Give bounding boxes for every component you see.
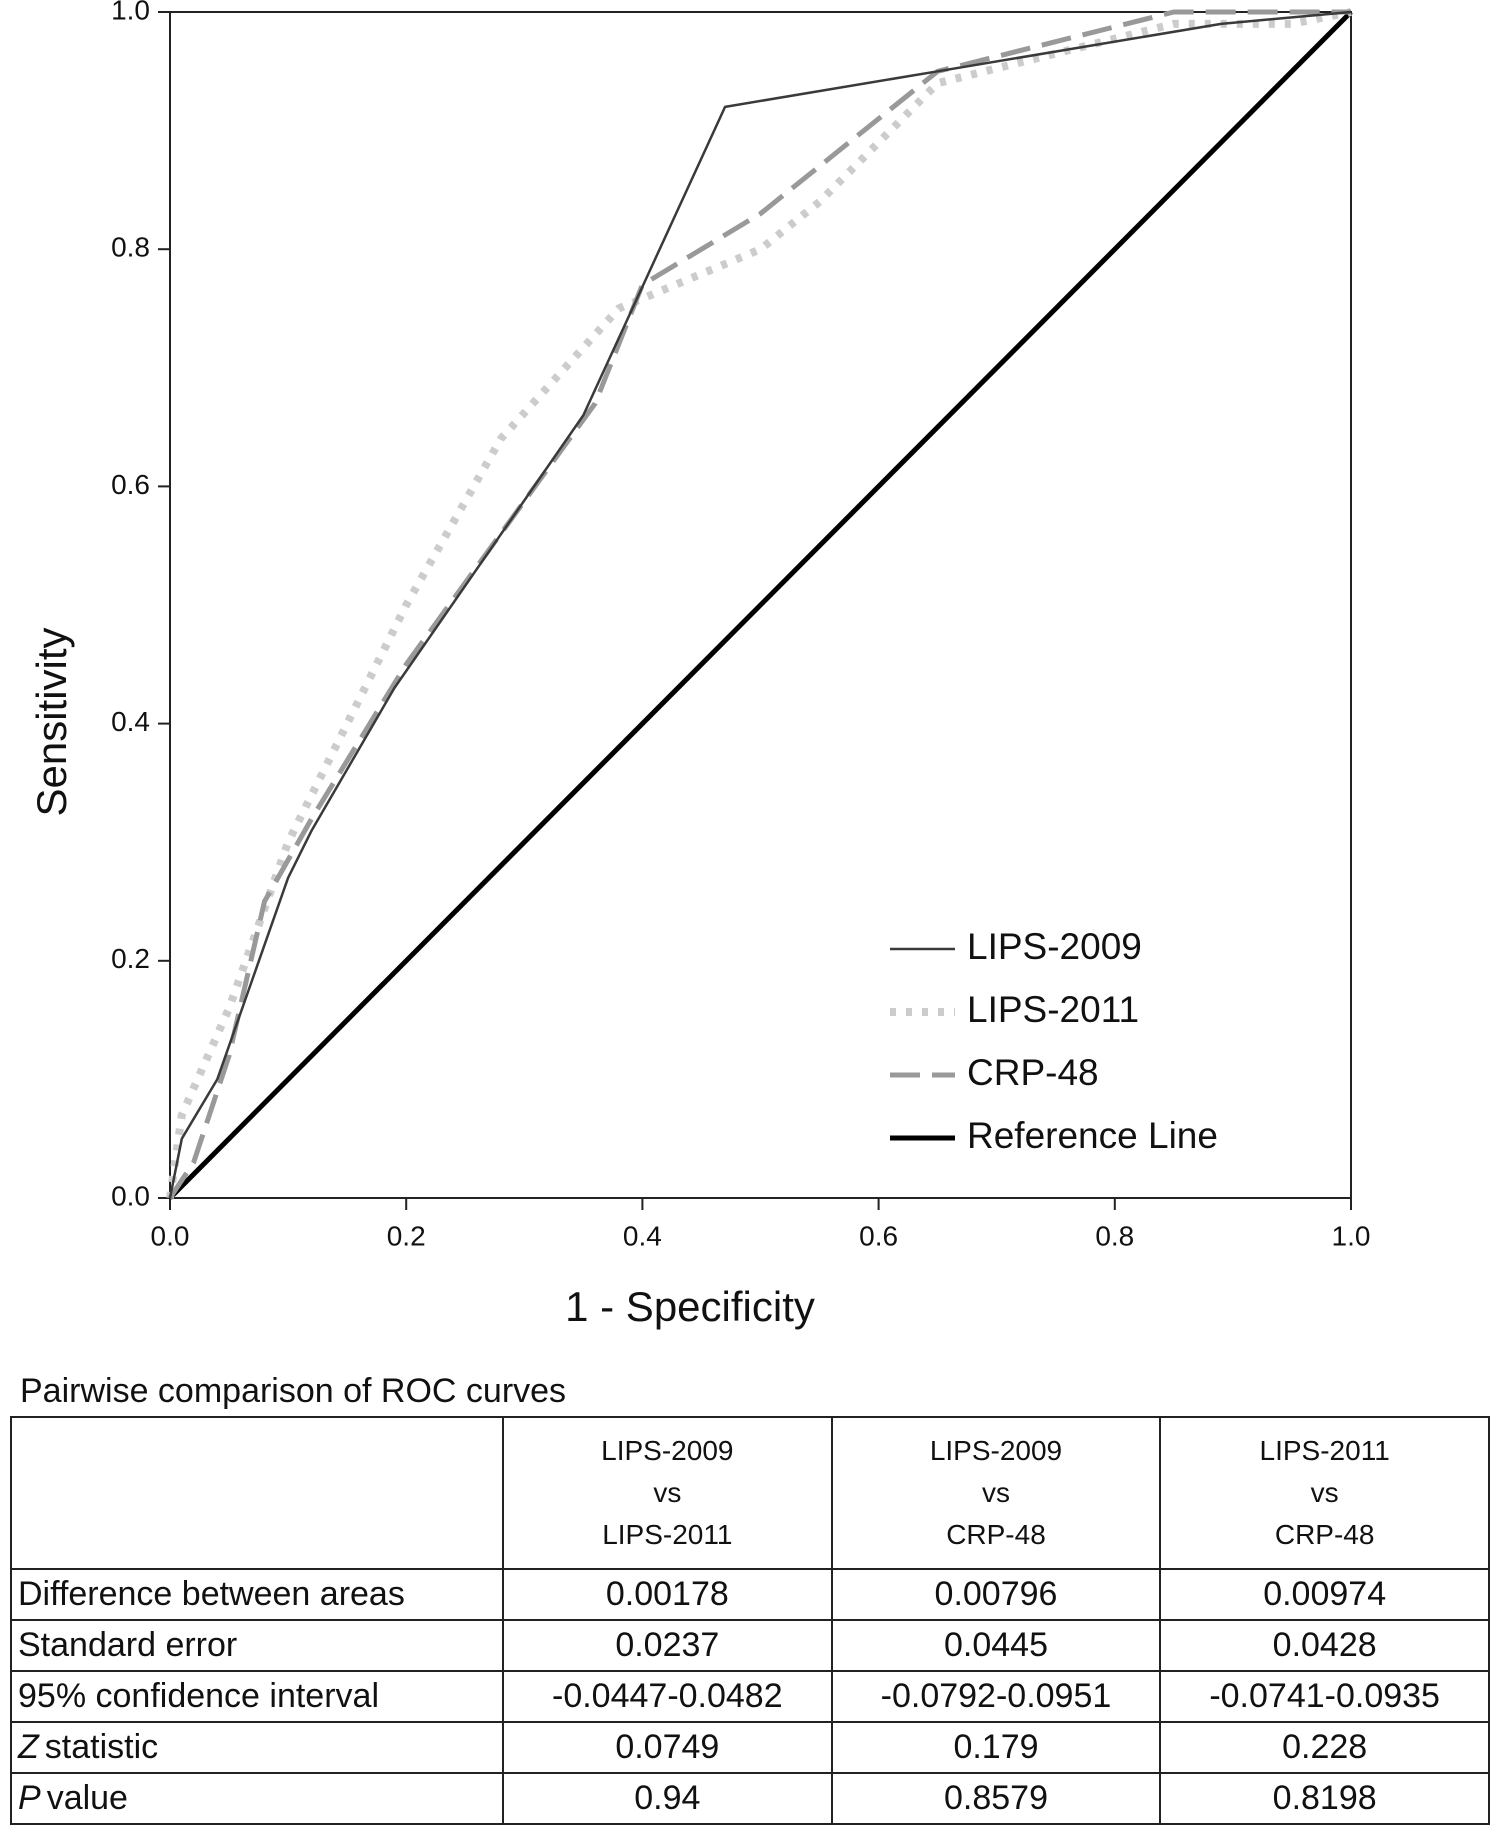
chart: 1 - Specificity Sensitivity 0.0 0.2 0.4 0.6… [28, 0, 1371, 1330]
roc-line [168, 10, 1353, 1200]
value-cell: 0.8198 [1159, 1772, 1490, 1825]
x-tick-label: 0.6 [859, 1220, 898, 1251]
plot-frame [169, 11, 1352, 1199]
x-tick-label: 1.0 [1332, 1220, 1371, 1251]
italic-symbol: P [18, 1779, 41, 1817]
y-tick-label: 0.4 [111, 706, 150, 737]
data-row: Difference between areas 0.00178 0.00796 0.… [10, 1568, 1490, 1621]
header-line: LIPS-2011 [1259, 1435, 1390, 1466]
value-cell: 0.0749 [502, 1721, 833, 1774]
roc-line [168, 10, 1352, 1199]
column-header: LIPS-2009 vs LIPS-2011 [502, 1416, 833, 1570]
y-axis-title: Sensitivity [28, 627, 75, 816]
data-row: Standard error 0.0237 0.0445 0.0428 [10, 1619, 1490, 1672]
y-tick-label: 1.0 [111, 0, 150, 25]
y-tick-label: 0.0 [111, 1180, 150, 1211]
y-tick-label: 0.6 [111, 469, 150, 500]
row-label-text: 95% confidence interval [18, 1677, 380, 1715]
value-cell: 0.94 [502, 1772, 833, 1825]
row-label-text: Difference between areas [18, 1575, 405, 1613]
roc-line [167, 9, 1351, 1200]
header-line: vs [981, 1477, 1010, 1508]
header-line: LIPS-2009 [601, 1435, 734, 1466]
legend-label: LIPS-2009 [967, 926, 1142, 967]
value-cell: -0.0741-0.0935 [1159, 1670, 1490, 1723]
row-label-text: Standard error [18, 1626, 238, 1664]
value-cell: 0.179 [830, 1721, 1162, 1774]
value-cell: 0.00796 [830, 1568, 1162, 1621]
x-tick-label: 0.2 [387, 1220, 426, 1251]
row-label: 95% confidence interval [10, 1670, 504, 1723]
legend-label: CRP-48 [967, 1052, 1099, 1093]
value-cell: -0.0447-0.0482 [502, 1670, 833, 1723]
header-line: CRP-48 [946, 1519, 1046, 1550]
x-tick-label: 0.0 [151, 1220, 190, 1251]
value-cell: 0.00974 [1159, 1568, 1490, 1621]
column-header: LIPS-2009 vs CRP-48 [830, 1416, 1162, 1570]
row-label-text: statistic [44, 1728, 159, 1766]
header-row: LIPS-2009 vs LIPS-2011 LIPS-2009 vs CRP-48 LIP… [10, 1416, 1490, 1570]
value-cell: 0.0445 [830, 1619, 1162, 1672]
italic-symbol: Z [18, 1728, 39, 1766]
data-row: 95% confidence interval -0.0447-0.0482 -0.… [10, 1670, 1490, 1723]
column-header: LIPS-2011 vs CRP-48 [1159, 1416, 1490, 1570]
value-cell: 0.8579 [830, 1772, 1162, 1825]
y-tick-label: 0.2 [111, 943, 150, 974]
header-line: CRP-48 [1274, 1519, 1375, 1550]
y-tick-label: 0.8 [111, 232, 150, 263]
header-line: vs [1310, 1477, 1339, 1508]
value-cell: 0.0428 [1159, 1619, 1490, 1672]
row-label: Difference between areas [10, 1568, 504, 1621]
header-line: LIPS-2011 [602, 1519, 733, 1550]
x-axis-title: 1 - Specificity [565, 1283, 815, 1330]
row-label: Standard error [10, 1619, 504, 1672]
roc-line [166, 8, 1352, 1199]
header-line: LIPS-2009 [929, 1435, 1063, 1466]
comparison-table: LIPS-2009 vs LIPS-2011 LIPS-2009 vs CRP-48 LIP… [10, 1416, 1490, 1825]
corner-cell [10, 1416, 504, 1570]
value-cell: 0.0237 [502, 1619, 833, 1672]
legend-label: Reference Line [967, 1115, 1218, 1156]
x-tick-label: 0.4 [623, 1220, 662, 1251]
value-cell: 0.228 [1159, 1721, 1490, 1774]
header-line: vs [653, 1477, 682, 1508]
legend-label: LIPS-2011 [967, 989, 1139, 1030]
x-tick-label: 0.8 [1095, 1220, 1134, 1251]
value-cell: 0.00178 [502, 1568, 833, 1621]
row-label-text: value [46, 1779, 128, 1817]
table-title: Pairwise comparison of ROC curves [20, 1372, 567, 1410]
value-cell: -0.0792-0.0951 [830, 1670, 1162, 1723]
